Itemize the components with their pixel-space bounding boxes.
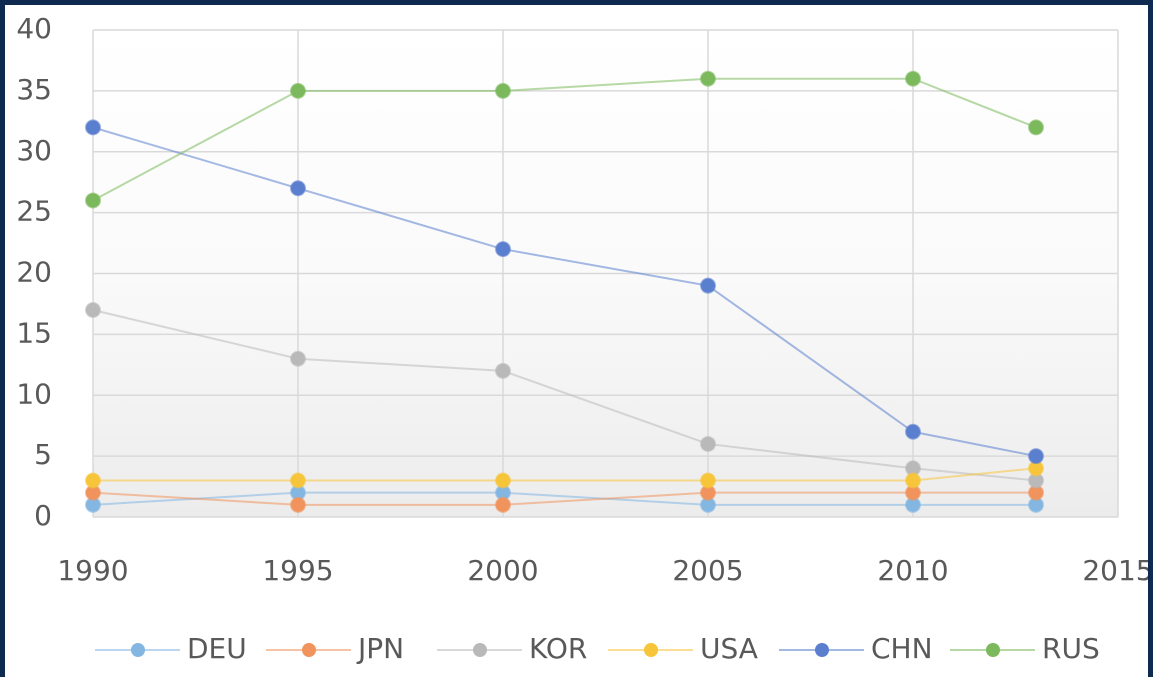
legend-label: JPN xyxy=(356,632,404,665)
y-tick-label: 30 xyxy=(16,134,52,167)
legend-marker xyxy=(644,643,658,657)
data-point xyxy=(290,82,306,99)
data-point xyxy=(905,472,921,489)
x-tick-label: 2015 xyxy=(1082,554,1148,587)
legend-label: RUS xyxy=(1042,632,1100,665)
series-line xyxy=(92,126,1037,458)
series-line xyxy=(93,467,1037,482)
data-point xyxy=(905,423,921,440)
legend-marker xyxy=(815,643,829,657)
data-point xyxy=(1028,119,1044,136)
legend-label: USA xyxy=(700,632,758,665)
legend-marker xyxy=(302,643,316,657)
data-point xyxy=(495,82,511,99)
data-point xyxy=(85,119,101,136)
y-tick-label: 10 xyxy=(16,377,52,410)
data-point xyxy=(700,435,716,452)
legend-label: CHN xyxy=(871,632,933,665)
data-point xyxy=(85,302,101,319)
y-tick-label: 15 xyxy=(16,316,52,349)
data-point xyxy=(290,180,306,197)
legend-marker xyxy=(131,643,145,657)
data-point xyxy=(495,362,511,379)
data-point xyxy=(700,70,716,87)
series-line xyxy=(92,77,1037,202)
x-tick-label: 1995 xyxy=(262,554,333,587)
legend-marker xyxy=(986,643,1000,657)
data-point xyxy=(905,70,921,87)
data-point xyxy=(700,277,716,294)
data-point xyxy=(495,472,511,489)
x-tick-label: 2010 xyxy=(877,554,948,587)
y-tick-label: 25 xyxy=(16,195,52,228)
legend-marker xyxy=(473,643,487,657)
y-tick-label: 40 xyxy=(16,12,52,45)
data-point xyxy=(290,350,306,367)
y-tick-label: 0 xyxy=(34,499,52,532)
data-point xyxy=(85,472,101,489)
legend-label: DEU xyxy=(187,632,247,665)
y-tick-label: 20 xyxy=(16,256,52,289)
x-tick-label: 2000 xyxy=(467,554,538,587)
series-line xyxy=(92,491,1036,506)
x-tick-label: 2005 xyxy=(672,554,743,587)
y-tick-label: 5 xyxy=(34,438,52,471)
data-point xyxy=(290,496,306,513)
y-tick-label: 35 xyxy=(16,73,52,106)
x-tick-label: 1990 xyxy=(57,554,128,587)
data-point xyxy=(700,472,716,489)
data-point xyxy=(290,472,306,489)
legend-label: KOR xyxy=(529,632,587,665)
data-point xyxy=(1028,448,1044,465)
data-point xyxy=(495,241,511,258)
data-point xyxy=(495,496,511,513)
data-point xyxy=(85,192,101,209)
chart: 0 5 10 15 20 25 30 35 40 1990 1995 2000 2005 2010 2015… xyxy=(5,5,1148,677)
series-line xyxy=(92,309,1037,482)
